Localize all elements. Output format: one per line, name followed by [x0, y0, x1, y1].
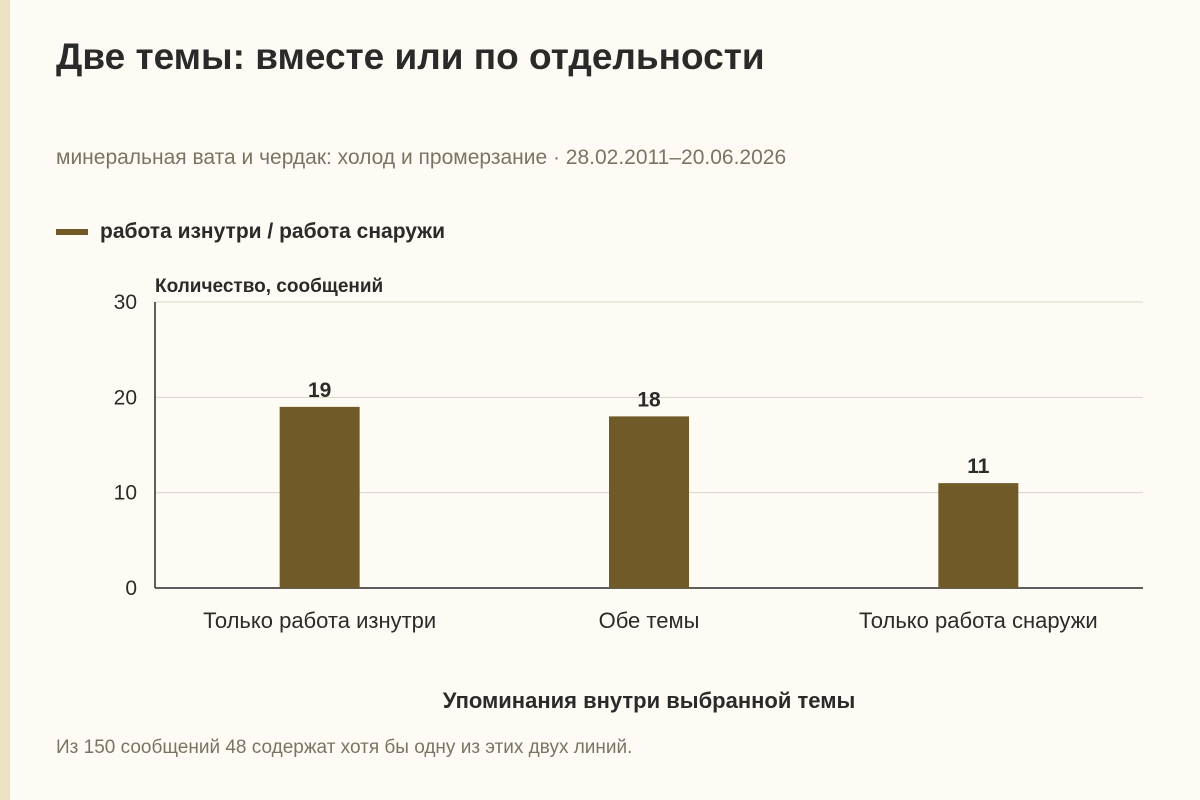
- bar: [938, 483, 1019, 588]
- legend-swatch: [56, 229, 88, 235]
- bar: [279, 406, 360, 588]
- legend: работа изнутри / работа снаружи: [56, 220, 445, 244]
- x-tick-label: Только работа снаружи: [859, 608, 1098, 633]
- legend-label: работа изнутри / работа снаружи: [100, 220, 445, 243]
- data-label: 18: [637, 388, 661, 411]
- chart-title: Две темы: вместе или по отдельности: [56, 36, 765, 77]
- y-tick-label: 30: [114, 291, 137, 314]
- y-axis-label: Количество, сообщений: [155, 276, 383, 297]
- data-label: 11: [967, 455, 990, 478]
- data-label: 19: [308, 379, 331, 402]
- y-tick-label: 10: [114, 482, 137, 505]
- x-tick-label: Обе темы: [599, 608, 700, 633]
- x-axis-label: Упоминания внутри выбранной темы: [443, 688, 856, 713]
- chart-subtitle: минеральная вата и чердак: холод и проме…: [56, 146, 787, 169]
- x-tick-label: Только работа изнутри: [203, 608, 436, 633]
- y-tick-label: 20: [114, 386, 137, 409]
- accent-strip: [0, 0, 10, 800]
- bar: [609, 416, 689, 588]
- footnote: Из 150 сообщений 48 содержат хотя бы одн…: [56, 737, 633, 758]
- y-tick-label: 0: [125, 577, 137, 600]
